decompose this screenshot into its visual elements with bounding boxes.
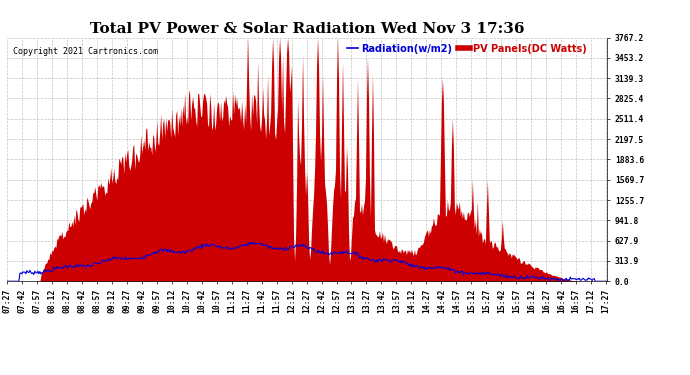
- Legend: Radiation(w/m2), PV Panels(DC Watts): Radiation(w/m2), PV Panels(DC Watts): [343, 40, 591, 58]
- Title: Total PV Power & Solar Radiation Wed Nov 3 17:36: Total PV Power & Solar Radiation Wed Nov…: [90, 22, 524, 36]
- Text: Copyright 2021 Cartronics.com: Copyright 2021 Cartronics.com: [13, 47, 158, 56]
